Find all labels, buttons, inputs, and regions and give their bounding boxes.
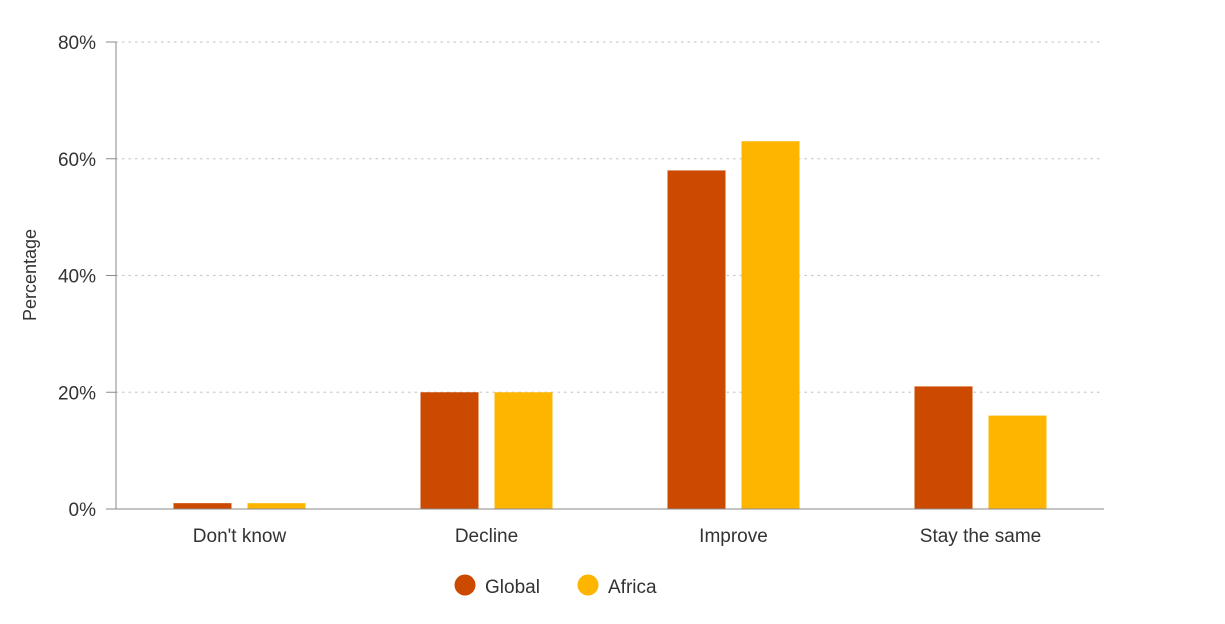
x-tick-labels: Don't know Decline Improve Stay the same bbox=[193, 526, 1041, 547]
x-tick-label: Decline bbox=[455, 526, 518, 547]
bar-global[interactable] bbox=[420, 392, 479, 509]
legend-label: Africa bbox=[608, 577, 657, 598]
y-tick-label: 40% bbox=[58, 267, 96, 288]
x-tick-label: Stay the same bbox=[920, 526, 1041, 547]
bar-africa[interactable] bbox=[247, 503, 306, 509]
y-tick-label: 20% bbox=[58, 383, 96, 404]
legend-swatch bbox=[577, 574, 599, 596]
gridlines bbox=[115, 41, 1105, 393]
bar-global[interactable] bbox=[173, 503, 232, 509]
legend: Global Africa bbox=[454, 574, 658, 599]
legend-swatch bbox=[454, 574, 476, 596]
legend-item-africa[interactable]: Africa bbox=[577, 574, 658, 599]
x-tick-label: Don't know bbox=[193, 526, 287, 547]
y-tick-label: 0% bbox=[69, 500, 97, 521]
bars bbox=[173, 141, 1047, 510]
bar-africa[interactable] bbox=[741, 141, 800, 510]
y-tick-label: 80% bbox=[58, 33, 96, 54]
bar-global[interactable] bbox=[914, 386, 973, 509]
x-tick-label: Improve bbox=[699, 526, 768, 547]
y-tick-labels: 0% 20% 40% 60% 80% bbox=[58, 33, 116, 521]
bar-global[interactable] bbox=[667, 170, 726, 510]
legend-label: Global bbox=[485, 577, 540, 598]
bar-africa[interactable] bbox=[988, 415, 1047, 509]
bar-africa[interactable] bbox=[494, 392, 553, 509]
y-tick-label: 60% bbox=[58, 150, 96, 171]
legend-item-global[interactable]: Global bbox=[454, 574, 540, 599]
y-axis-title: Percentage bbox=[20, 229, 40, 321]
